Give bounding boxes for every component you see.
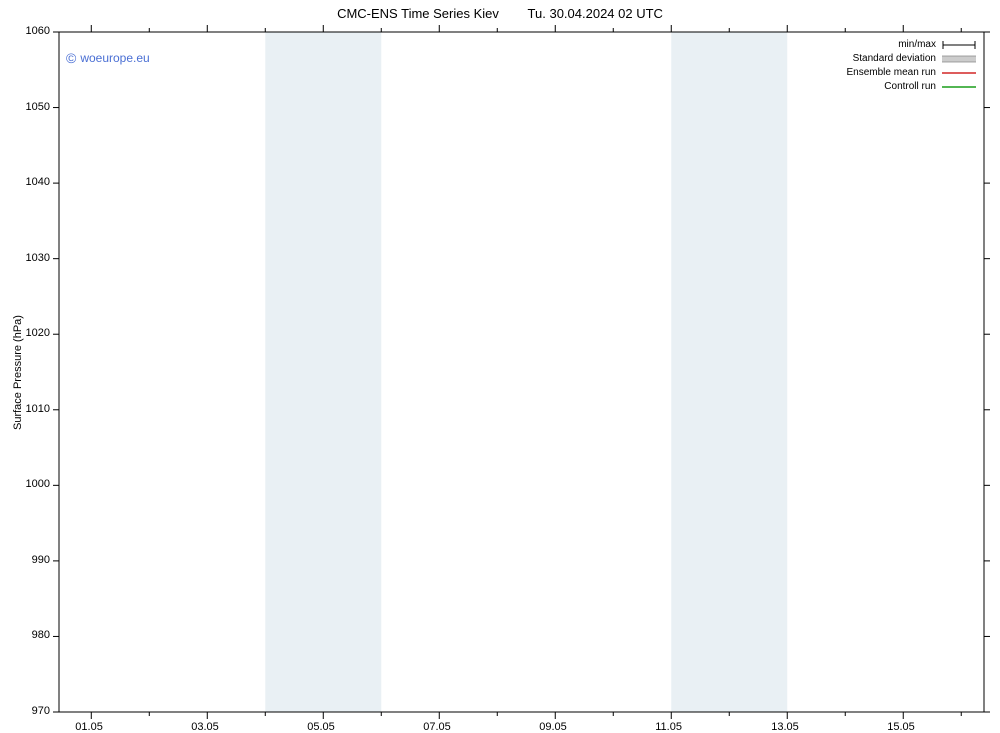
y-tick-label: 1000: [26, 478, 50, 490]
legend-swatch: [942, 68, 976, 78]
watermark: © woeurope.eu: [66, 50, 150, 66]
plot-area-svg: [0, 0, 1000, 733]
chart-title-right: Tu. 30.04.2024 02 UTC: [528, 6, 663, 21]
x-tick-label: 09.05: [539, 721, 567, 733]
x-tick-label: 13.05: [771, 721, 799, 733]
legend-swatch: [942, 54, 976, 64]
y-tick-label: 1050: [26, 101, 50, 113]
plot-border: [59, 32, 984, 712]
x-tick-label: 03.05: [191, 721, 219, 733]
y-tick-label: 1040: [26, 176, 50, 188]
y-tick-label: 990: [32, 554, 50, 566]
x-tick-label: 15.05: [887, 721, 915, 733]
x-tick-label: 05.05: [307, 721, 335, 733]
weekend-band: [671, 32, 787, 712]
legend-label: Standard deviation: [853, 52, 936, 66]
legend-item: Ensemble mean run: [847, 66, 977, 80]
x-tick-label: 07.05: [423, 721, 451, 733]
x-tick-label: 11.05: [655, 721, 682, 733]
y-tick-label: 1010: [26, 403, 50, 415]
legend-swatch: [942, 82, 976, 92]
legend-swatch: [942, 40, 976, 50]
y-tick-label: 1030: [26, 252, 50, 264]
chart-title: CMC-ENS Time Series Kiev Tu. 30.04.2024 …: [0, 6, 1000, 21]
watermark-text: woeurope.eu: [80, 51, 149, 65]
y-tick-label: 970: [32, 705, 50, 717]
y-tick-label: 1020: [26, 327, 50, 339]
legend-label: Ensemble mean run: [847, 66, 937, 80]
legend: min/maxStandard deviationEnsemble mean r…: [847, 38, 977, 94]
legend-item: Standard deviation: [847, 52, 977, 66]
y-tick-label: 1060: [26, 25, 50, 37]
legend-label: Controll run: [884, 80, 936, 94]
surface-pressure-chart: CMC-ENS Time Series Kiev Tu. 30.04.2024 …: [0, 0, 1000, 733]
weekend-band: [265, 32, 381, 712]
copyright-icon: ©: [66, 50, 76, 66]
chart-title-left: CMC-ENS Time Series Kiev: [337, 6, 499, 21]
y-axis-label: Surface Pressure (hPa): [12, 315, 24, 430]
legend-item: Controll run: [847, 80, 977, 94]
legend-label: min/max: [898, 38, 936, 52]
legend-item: min/max: [847, 38, 977, 52]
y-tick-label: 980: [32, 629, 50, 641]
x-tick-label: 01.05: [75, 721, 103, 733]
